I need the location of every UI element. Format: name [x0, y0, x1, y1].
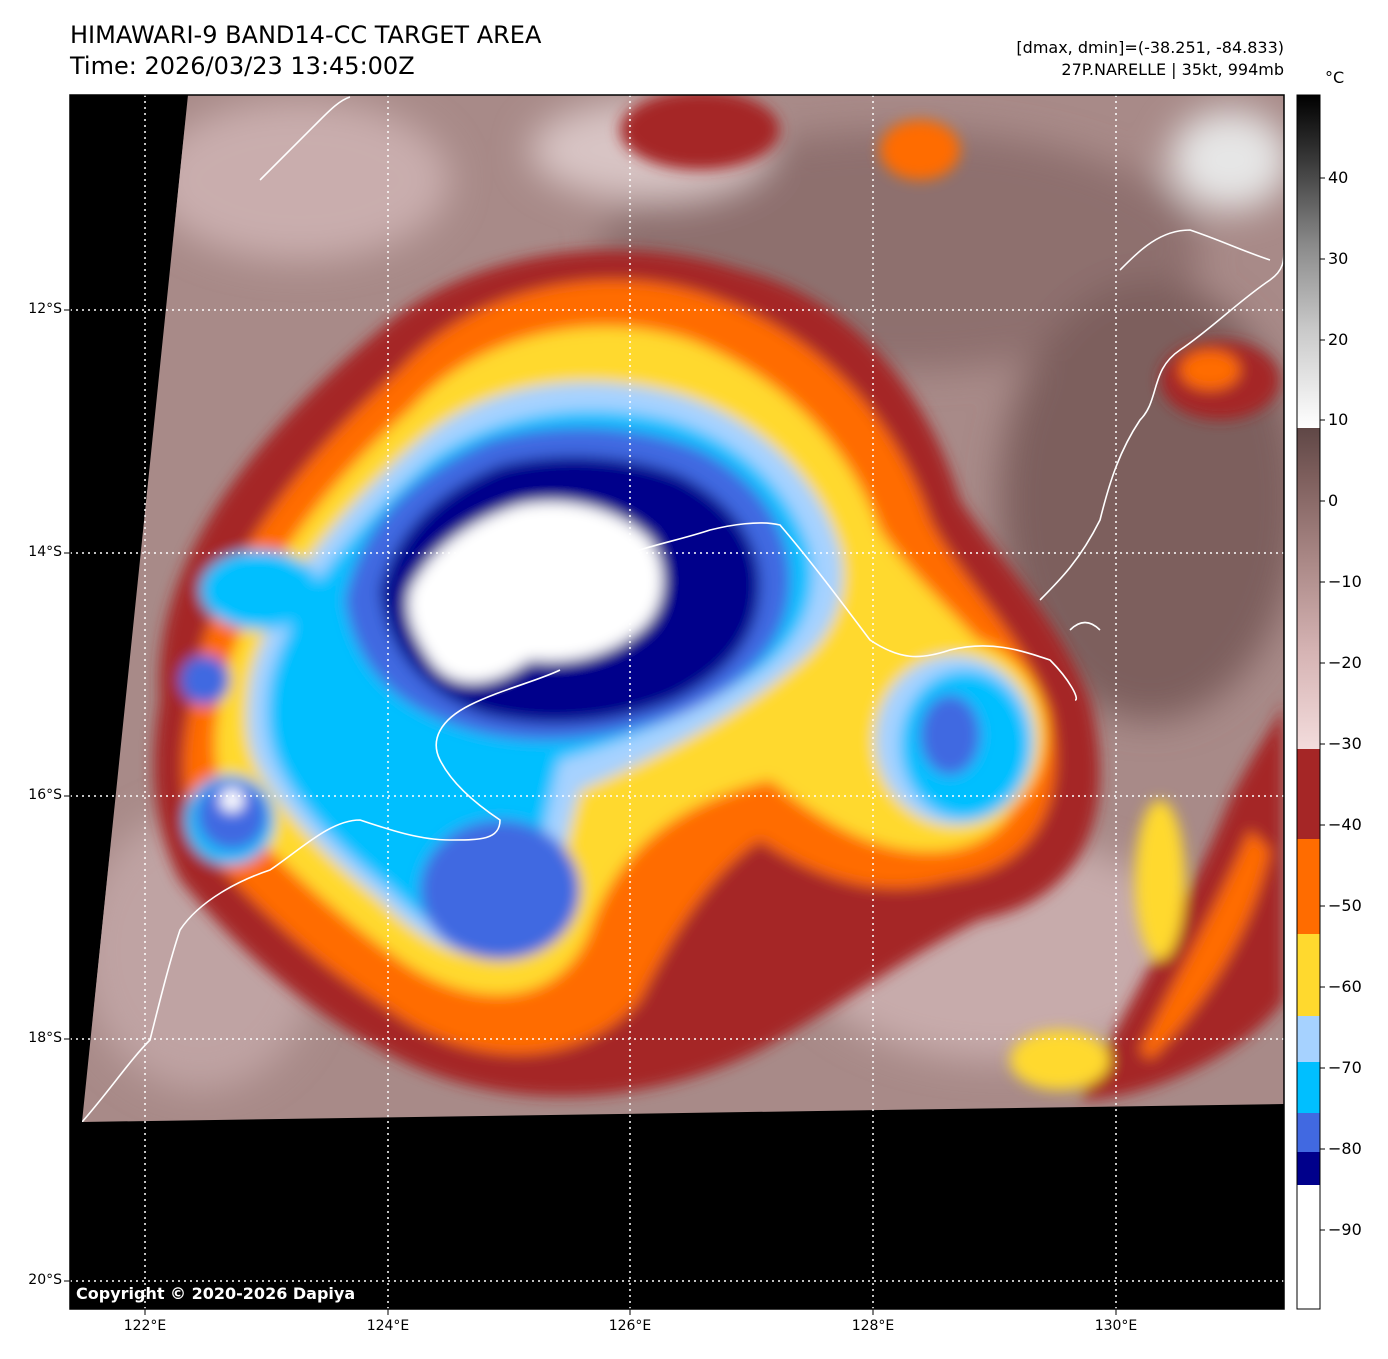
colorbar-tick-minus70: −70	[1328, 1058, 1362, 1077]
lat-label-16s: 16°S	[28, 787, 62, 803]
lon-label-122e: 122°E	[123, 1318, 167, 1334]
lat-label-14s: 14°S	[28, 544, 62, 560]
data-range-info: [dmax, dmin]=(-38.251, -84.833)	[1016, 38, 1284, 57]
colorbar-tick-10: 10	[1328, 410, 1349, 429]
colorbar-tick-minus50: −50	[1328, 896, 1362, 915]
lat-label-20s: 20°S	[28, 1272, 62, 1288]
lat-label-12s: 12°S	[28, 301, 62, 317]
colorbar-tick-minus40: −40	[1328, 815, 1362, 834]
colorbar-tick-0: 0	[1328, 491, 1339, 510]
colorbar-tick-minus80: −80	[1328, 1139, 1362, 1158]
lon-label-126e: 126°E	[608, 1318, 652, 1334]
storm-info: 27P.NARELLE | 35kt, 994mb	[1061, 60, 1284, 79]
colorbar-tick-minus60: −60	[1328, 977, 1362, 996]
colorbar-tick-40: 40	[1328, 168, 1349, 187]
colorbar-tick-minus90: −90	[1328, 1220, 1362, 1239]
lon-label-124e: 124°E	[366, 1318, 410, 1334]
colorbar-tick-30: 30	[1328, 249, 1349, 268]
chart-time: Time: 2026/03/23 13:45:00Z	[70, 52, 415, 80]
colorbar-tick-minus20: −20	[1328, 653, 1362, 672]
chart-title: HIMAWARI-9 BAND14-CC TARGET AREA	[70, 21, 542, 49]
colorbar	[1296, 94, 1325, 1310]
lat-label-18s: 18°S	[28, 1030, 62, 1046]
colorbar-tick-minus10: −10	[1328, 572, 1362, 591]
colorbar-tick-20: 20	[1328, 330, 1349, 349]
map-frame	[69, 94, 1285, 1310]
colorbar-tick-minus30: −30	[1328, 734, 1362, 753]
grid-lines	[70, 95, 1284, 1309]
colorbar-unit: °C	[1325, 68, 1345, 87]
copyright-label: Copyright © 2020-2026 Dapiya	[76, 1284, 356, 1303]
axis-ticks	[64, 309, 1117, 1315]
storm-cloud-shield	[154, 95, 1284, 1100]
lon-label-128e: 128°E	[851, 1318, 895, 1334]
satellite-swath	[82, 95, 1284, 1122]
lon-label-130e: 130°E	[1094, 1318, 1138, 1334]
